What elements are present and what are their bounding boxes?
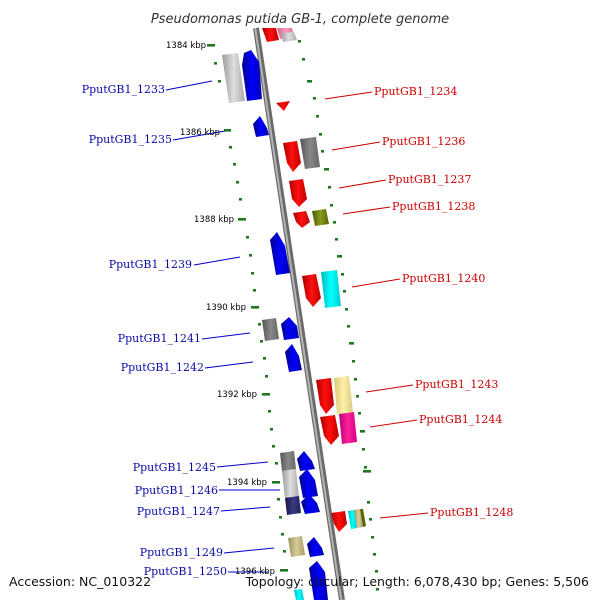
ruler-ticks-inner — [207, 44, 288, 572]
gene-labels-right: PputGB1_1234 PputGB1_1236 PputGB1_1237 P… — [374, 85, 513, 519]
gene-feature-grey[interactable] — [262, 318, 279, 341]
genome-backbone — [253, 27, 345, 600]
gene-feature-blue[interactable] — [285, 344, 302, 372]
gene-feature-grey[interactable] — [282, 469, 299, 499]
gene-feature-khaki[interactable] — [288, 536, 305, 557]
gene-feature-red[interactable] — [331, 511, 347, 532]
gene-feature-red[interactable] — [293, 211, 310, 228]
gene-label[interactable]: PputGB1_1235 — [89, 133, 172, 146]
ruler-label: 1392 kbp — [217, 390, 257, 400]
gene-feature-red[interactable] — [276, 101, 290, 111]
gene-feature-grey[interactable] — [281, 32, 297, 42]
gene-feature-yellow[interactable] — [334, 376, 353, 414]
gene-feature-cyan[interactable] — [294, 589, 304, 600]
gene-feature-red[interactable] — [302, 274, 321, 307]
ruler-label: 1390 kbp — [206, 303, 246, 313]
gene-label[interactable]: PputGB1_1249 — [140, 546, 223, 559]
gene-feature-red[interactable] — [316, 378, 334, 414]
gene-feature-grey[interactable] — [300, 137, 320, 169]
gene-feature-blue[interactable] — [299, 469, 318, 498]
gene-feature-red[interactable] — [320, 415, 339, 445]
gene-label[interactable]: PputGB1_1248 — [430, 506, 513, 519]
gene-feature-navy[interactable] — [285, 496, 301, 515]
gene-label[interactable]: PputGB1_1239 — [109, 258, 192, 271]
gene-feature-red[interactable] — [262, 28, 279, 42]
gene-feature-red[interactable] — [289, 179, 307, 207]
gene-label[interactable]: PputGB1_1238 — [392, 200, 475, 213]
gene-feature-blue[interactable] — [253, 116, 269, 137]
ruler-label: 1394 kbp — [227, 478, 267, 488]
gene-feature-red[interactable] — [283, 141, 301, 172]
gene-feature-blue[interactable] — [242, 50, 262, 101]
gene-feature-magenta[interactable] — [339, 412, 357, 444]
gene-feature-blue[interactable] — [297, 451, 315, 471]
gene-label[interactable]: PputGB1_1241 — [118, 332, 201, 345]
ruler-ticks-outer — [298, 40, 379, 591]
gene-feature-khaki[interactable] — [354, 509, 363, 528]
label-leaders-right — [324, 91, 429, 519]
gene-feature-grey[interactable] — [280, 451, 296, 471]
gene-feature-blue[interactable] — [307, 537, 324, 557]
gene-features-reverse — [262, 28, 366, 532]
gene-features-forward — [222, 50, 328, 600]
gene-feature-grey[interactable] — [222, 53, 245, 103]
gene-label[interactable]: PputGB1_1242 — [121, 361, 204, 374]
label-leaders-left — [165, 80, 280, 573]
gene-feature-blue[interactable] — [270, 232, 290, 275]
gene-feature-olive[interactable] — [360, 509, 366, 527]
gene-label[interactable]: PputGB1_1233 — [82, 83, 165, 96]
gene-feature-cyan[interactable] — [321, 270, 341, 308]
topology-text: Topology: circular; Length: 6,078,430 bp… — [245, 574, 589, 589]
gene-label[interactable]: PputGB1_1237 — [388, 173, 471, 186]
gene-label[interactable]: PputGB1_1246 — [135, 484, 218, 497]
gene-label[interactable]: PputGB1_1240 — [402, 272, 485, 285]
gene-feature-olive[interactable] — [312, 209, 329, 226]
gene-label[interactable]: PputGB1_1247 — [137, 505, 220, 518]
gene-label[interactable]: PputGB1_1244 — [419, 413, 502, 426]
accession-text: Accession: NC_010322 — [9, 574, 151, 589]
gene-feature-cyan[interactable] — [348, 510, 357, 529]
ruler-label: 1396 kbp — [235, 567, 275, 577]
gene-label[interactable]: PputGB1_1236 — [382, 135, 465, 148]
ruler-label: 1384 kbp — [166, 41, 206, 51]
gene-feature-blue[interactable] — [301, 494, 320, 514]
gene-label[interactable]: PputGB1_1234 — [374, 85, 457, 98]
map-title: Pseudomonas putida GB-1, complete genome — [151, 12, 449, 27]
gene-feature-blue[interactable] — [309, 561, 328, 600]
ruler-label: 1386 kbp — [180, 128, 220, 138]
gene-label[interactable]: PputGB1_1243 — [415, 378, 498, 391]
gene-labels-left: PputGB1_1233 PputGB1_1235 PputGB1_1239 P… — [82, 83, 227, 578]
ruler-label: 1388 kbp — [194, 215, 234, 225]
gene-label[interactable]: PputGB1_1250 — [144, 565, 227, 578]
gene-label[interactable]: PputGB1_1245 — [133, 461, 216, 474]
ruler-labels: 1384 kbp 1386 kbp 1388 kbp 1390 kbp 1392… — [166, 41, 275, 577]
gene-feature-blue[interactable] — [281, 317, 299, 340]
